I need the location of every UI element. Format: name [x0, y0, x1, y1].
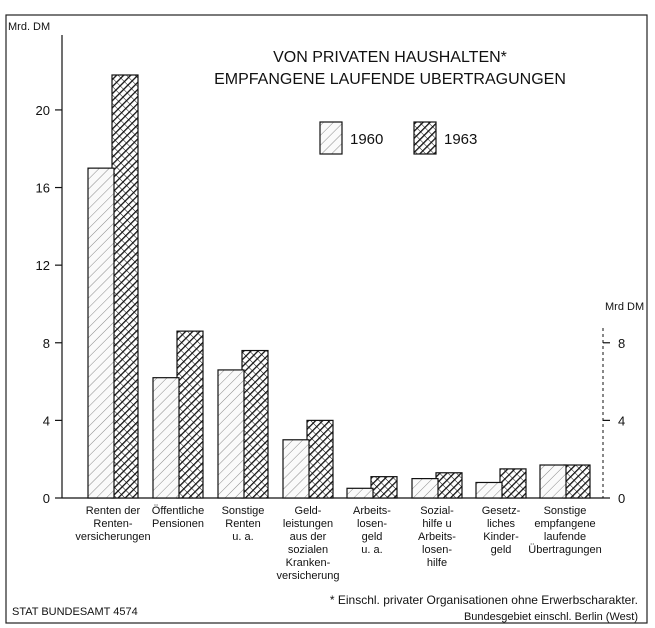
bar-1963-crosshatch — [307, 420, 333, 498]
y-tick-left-label: 16 — [36, 181, 50, 196]
category-label-line: versicherung — [277, 570, 340, 582]
bars — [87, 74, 591, 499]
category-label-line: versicherungen — [75, 531, 150, 543]
y-tick-left-label: 20 — [36, 103, 50, 118]
category-label-line: u. a. — [232, 531, 253, 543]
category-label-line: Sonstige — [544, 505, 587, 517]
category-label-line: losen- — [422, 544, 452, 556]
category-label-line: sozialen — [288, 544, 328, 556]
category-label-line: Arbeits- — [418, 531, 456, 543]
category-label-line: Sonstige — [222, 505, 265, 517]
y-tick-left-label: 8 — [43, 336, 50, 351]
category-label-line: liches — [487, 518, 516, 530]
bar-1960 — [217, 369, 245, 499]
bar-1963-crosshatch — [177, 331, 203, 498]
chart-title-line-1: VON PRIVATEN HAUSHALTEN* — [273, 49, 507, 66]
bar-1960 — [539, 464, 567, 499]
category-label-line: laufende — [544, 531, 586, 543]
legend-label-1960: 1960 — [350, 131, 383, 148]
region-note: Bundesgebiet einschl. Berlin (West) — [464, 611, 638, 623]
bar-1963-crosshatch — [242, 350, 268, 498]
y-tick-left-label: 4 — [43, 413, 50, 428]
legend-swatch-1963-crosshatch — [414, 122, 436, 154]
category-label-line: Übertragungen — [528, 544, 601, 556]
bar-1960 — [282, 439, 310, 499]
y-axis-label-left: Mrd. DM — [8, 21, 50, 33]
legend-swatch-1960 — [319, 121, 343, 155]
bar-1960 — [152, 377, 180, 499]
chart-title: VON PRIVATEN HAUSHALTEN* EMPFANGENE LAUF… — [214, 49, 566, 88]
y-ticks-right: 0 4 8 — [603, 336, 625, 506]
y-tick-left-label: 12 — [36, 258, 50, 273]
source-note: STAT BUNDESAMT 4574 — [12, 606, 138, 618]
bar-1963-crosshatch — [500, 468, 526, 498]
y-tick-left-label: 0 — [43, 491, 50, 506]
chart-frame — [5, 14, 648, 624]
category-label-line: geld — [362, 531, 383, 543]
bar-1963-crosshatch — [436, 472, 462, 498]
category-label-line: Renten der — [86, 505, 141, 517]
bar-1960 — [346, 487, 374, 499]
category-label-line: Pensionen — [152, 518, 204, 530]
bar-1960 — [475, 481, 503, 499]
bar-1960 — [411, 477, 439, 499]
category-label-line: Renten — [225, 518, 260, 530]
bar-1963-crosshatch — [112, 74, 138, 498]
y-tick-right-label: 4 — [618, 413, 625, 428]
category-label-line: leistungen — [283, 518, 333, 530]
category-label-line: Kranken- — [286, 557, 331, 569]
category-label-line: hilfe — [427, 557, 447, 569]
category-label-line: hilfe u — [422, 518, 451, 530]
category-label-line: aus der — [290, 531, 327, 543]
bar-1963-crosshatch — [564, 465, 590, 498]
category-label-line: Öffentliche — [152, 505, 204, 517]
legend-label-1963: 1963 — [444, 131, 477, 148]
footnote: * Einschl. privater Organisationen ohne … — [330, 593, 638, 607]
category-label-line: losen- — [357, 518, 387, 530]
category-labels: Renten derRenten-versicherungenÖffentlic… — [75, 505, 601, 582]
y-tick-right-label: 8 — [618, 336, 625, 351]
category-label-line: Geld- — [295, 505, 322, 517]
category-label-line: geld — [491, 544, 512, 556]
category-label-line: empfangene — [534, 518, 595, 530]
category-label-line: Gesetz- — [482, 505, 521, 517]
category-label-line: Kinder- — [483, 531, 519, 543]
category-label-line: Sozial- — [420, 505, 454, 517]
legend: 1960 1963 — [319, 121, 477, 155]
category-label-line: u. a. — [361, 544, 382, 556]
chart-title-line-2: EMPFANGENE LAUFENDE UBERTRAGUNGEN — [214, 71, 566, 88]
y-tick-right-label: 0 — [618, 491, 625, 506]
y-ticks-left: 0 4 8 12 16 20 — [36, 103, 62, 506]
category-label-line: Renten- — [93, 518, 132, 530]
bar-1960 — [87, 167, 115, 499]
y-axis-label-right: Mrd DM — [605, 301, 644, 313]
bar-1963-crosshatch — [371, 476, 397, 498]
category-label-line: Arbeits- — [353, 505, 391, 517]
